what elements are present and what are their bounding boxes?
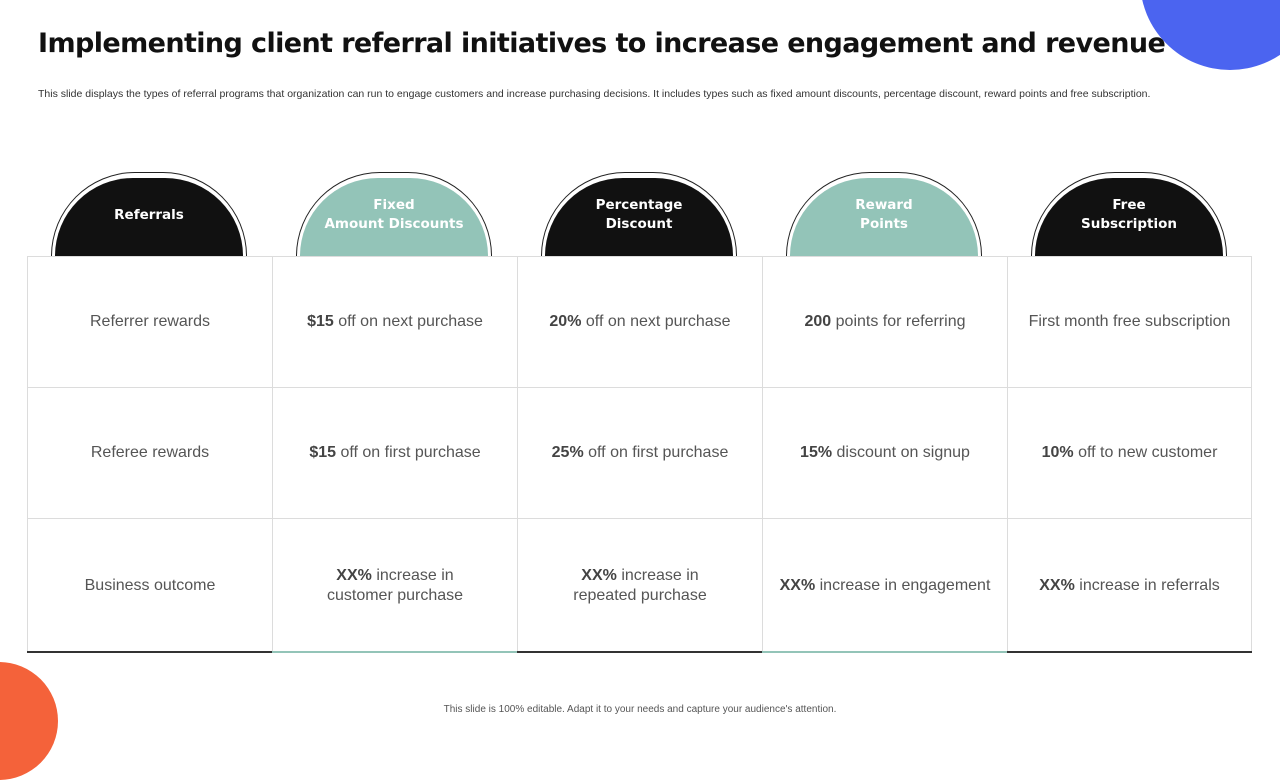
cell-highlight: XX% xyxy=(581,566,617,584)
cell-highlight: $15 xyxy=(309,444,337,461)
column-header-label: Percentage Discount xyxy=(595,197,683,232)
column-underline xyxy=(1007,651,1252,653)
column-referrals: Referrals Referrer rewards Referee rewar… xyxy=(27,172,272,653)
cell-highlight: 25% xyxy=(551,444,584,461)
column-header-label: Reward Points xyxy=(855,197,913,232)
table-cell: 25% off on first purchase xyxy=(517,387,762,518)
table-cell: 15% discount on signup xyxy=(762,387,1007,518)
column-underline xyxy=(762,651,1007,653)
column-header-label: Referrals xyxy=(114,206,184,223)
table-cell: XX% increase in customer purchase xyxy=(272,518,517,652)
cell-highlight: 10% xyxy=(1041,444,1074,461)
column-header-label: Fixed Amount Discounts xyxy=(324,197,464,232)
slide-title: Implementing client referral initiatives… xyxy=(38,28,1166,59)
cell-text: increase in customer purchase xyxy=(326,566,464,604)
column-percentage-discount: Percentage Discount 20% off on next purc… xyxy=(517,172,762,653)
cell-highlight: $15 xyxy=(307,313,334,330)
column-underline xyxy=(517,651,762,653)
cell-highlight: 200 xyxy=(804,313,832,330)
table-cell: Referrer rewards xyxy=(27,256,272,387)
cell-text: off on first purchase xyxy=(336,444,481,461)
cell-highlight: XX% xyxy=(336,566,372,584)
column-fixed-amount-discounts: Fixed Amount Discounts $15 off on next p… xyxy=(272,172,517,653)
table-cell: 20% off on next purchase xyxy=(517,256,762,387)
table-cell: XX% increase in engagement xyxy=(762,518,1007,652)
column-underline xyxy=(27,651,272,653)
cell-text: off on next purchase xyxy=(333,313,483,330)
cell-highlight: XX% xyxy=(779,576,816,594)
table-cell: XX% increase in referrals xyxy=(1007,518,1252,652)
cell-text: increase in repeated purchase xyxy=(573,566,707,604)
table-cell: First month free subscription xyxy=(1007,256,1252,387)
table-cell: 200 points for referring xyxy=(762,256,1007,387)
cell-text: First month free subscription xyxy=(1028,313,1231,330)
table-cell: $15 off on first purchase xyxy=(272,387,517,518)
cell-highlight: 20% xyxy=(549,313,582,330)
decorative-circle-bottom-left xyxy=(0,662,58,780)
cell-text: off on first purchase xyxy=(583,444,729,461)
cell-text: points for referring xyxy=(831,313,966,330)
cell-text: off on next purchase xyxy=(581,313,731,330)
cell-text: discount on signup xyxy=(832,444,970,461)
table-cell: XX% increase in repeated purchase xyxy=(517,518,762,652)
table-cell: 10% off to new customer xyxy=(1007,387,1252,518)
column-free-subscription: Free Subscription First month free subsc… xyxy=(1007,172,1252,653)
column-underline xyxy=(272,651,517,653)
column-header-label: Free Subscription xyxy=(1081,197,1177,232)
cell-text: off to new customer xyxy=(1073,444,1218,461)
table-cell: Referee rewards xyxy=(27,387,272,518)
slide-subtitle: This slide displays the types of referra… xyxy=(38,88,1151,100)
cell-highlight: XX% xyxy=(1039,576,1075,594)
cell-text: increase in engagement xyxy=(815,576,991,594)
table-cell: $15 off on next purchase xyxy=(272,256,517,387)
cell-text: Referee rewards xyxy=(90,444,210,461)
table-cell: Business outcome xyxy=(27,518,272,652)
cell-text: Referrer rewards xyxy=(89,313,211,330)
column-reward-points: Reward Points 200 points for referring 1… xyxy=(762,172,1007,653)
cell-highlight: 15% xyxy=(800,444,833,461)
referral-program-table: Referrals Referrer rewards Referee rewar… xyxy=(27,172,1252,653)
slide-footer: This slide is 100% editable. Adapt it to… xyxy=(443,704,837,715)
cell-text: increase in referrals xyxy=(1074,576,1220,594)
cell-text: Business outcome xyxy=(84,576,216,594)
